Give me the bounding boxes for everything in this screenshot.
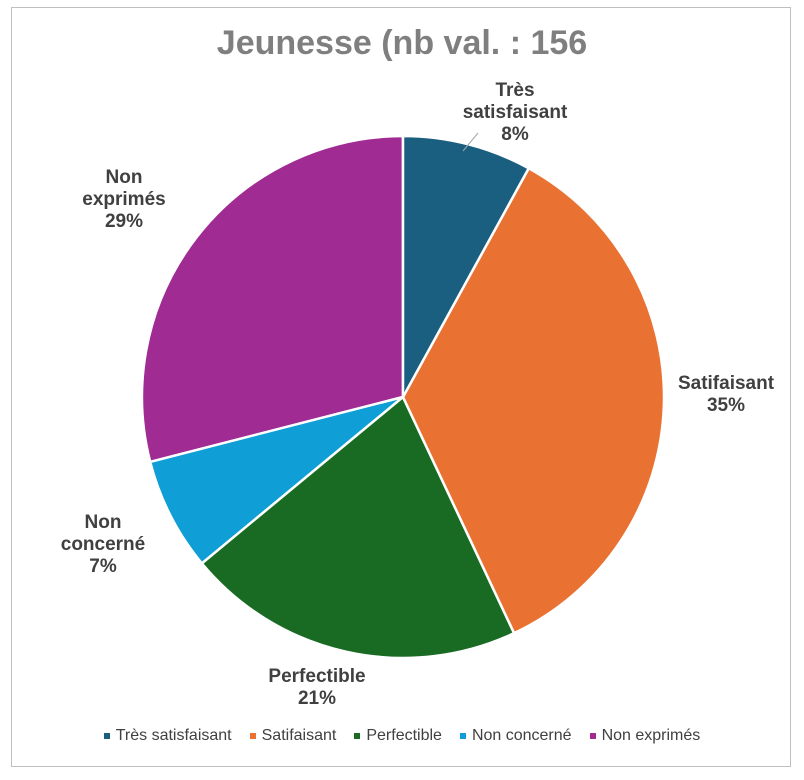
data-label: Très satisfaisant 8% bbox=[445, 80, 585, 146]
data-label: Non exprimés 29% bbox=[69, 167, 179, 233]
legend-item: Très satisfaisant bbox=[103, 727, 232, 745]
label-value: 7% bbox=[89, 556, 117, 577]
legend-swatch bbox=[249, 733, 256, 739]
legend-item: Perfectible bbox=[354, 727, 442, 745]
legend-item: Non concerné bbox=[459, 727, 572, 745]
chart-frame bbox=[11, 7, 791, 767]
pie-slice bbox=[140, 134, 405, 464]
pie-slice bbox=[148, 395, 404, 566]
chart-title: Jeunesse (nb val. : 156 bbox=[216, 24, 588, 62]
leader-line bbox=[462, 132, 479, 152]
legend: Très satisfaisant Satifaisant Perfectible N… bbox=[0, 727, 804, 745]
legend-item: Satifaisant bbox=[249, 727, 337, 745]
legend-swatch bbox=[589, 733, 596, 739]
data-label: Perfectible 21% bbox=[247, 666, 387, 710]
legend-swatch bbox=[103, 733, 110, 739]
legend-swatch bbox=[354, 733, 361, 739]
legend-swatch bbox=[459, 733, 466, 739]
data-label: Satifaisant 35% bbox=[656, 373, 796, 417]
label-value: 8% bbox=[501, 124, 529, 145]
label-value: 29% bbox=[104, 211, 144, 232]
legend-label: Satifaisant bbox=[261, 727, 337, 744]
legend-label: Très satisfaisant bbox=[115, 727, 232, 744]
pie-slice bbox=[200, 395, 516, 660]
label-category: Non exprimés bbox=[82, 167, 166, 210]
label-value: 21% bbox=[297, 688, 337, 709]
label-category: Très satisfaisant bbox=[462, 80, 568, 123]
pie-slice bbox=[401, 166, 666, 635]
pie-slice bbox=[401, 134, 531, 398]
label-category: Satifaisant bbox=[677, 373, 775, 394]
legend-label: Non exprimés bbox=[601, 727, 701, 744]
label-value: 35% bbox=[706, 395, 746, 416]
legend-label: Perfectible bbox=[366, 727, 442, 744]
data-label: Non concerné 7% bbox=[48, 512, 158, 578]
legend-label: Non concerné bbox=[471, 727, 572, 744]
legend-item: Non exprimés bbox=[589, 727, 701, 745]
label-category: Non concerné bbox=[60, 512, 146, 555]
label-category: Perfectible bbox=[268, 666, 366, 687]
